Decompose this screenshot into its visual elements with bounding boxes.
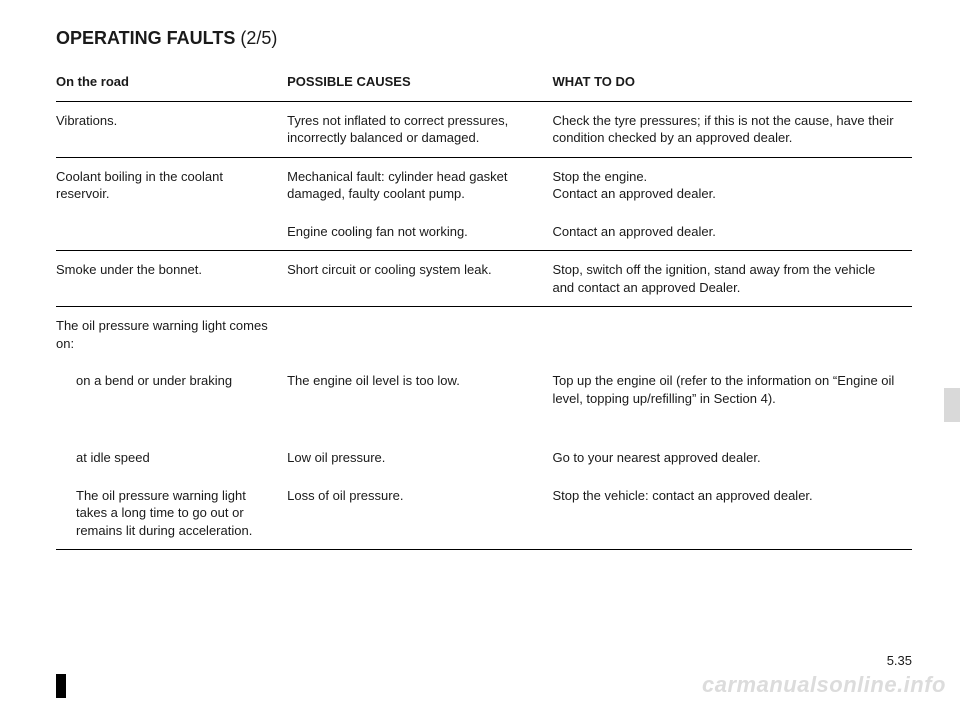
divider	[56, 549, 912, 550]
fault-problem: The oil pressure warning light comes on:	[56, 307, 287, 363]
table-row: The oil pressure warning light comes on:	[56, 307, 912, 363]
table-header-row: On the road POSSIBLE CAUSES WHAT TO DO	[56, 67, 912, 101]
faults-table: On the road POSSIBLE CAUSES WHAT TO DO V…	[56, 67, 912, 550]
fault-action	[552, 307, 912, 363]
header-causes: POSSIBLE CAUSES	[287, 67, 552, 101]
fault-problem: Smoke under the bonnet.	[56, 251, 287, 307]
fault-cause: Low oil pressure.	[287, 439, 552, 477]
table-row: Engine cooling fan not working. Contact …	[56, 213, 912, 251]
fault-cause: Short circuit or cooling system leak.	[287, 251, 552, 307]
fault-problem: Coolant boiling in the coolant reservoir…	[56, 157, 287, 213]
fault-problem: The oil pressure warning light takes a l…	[56, 477, 287, 550]
fault-cause: Loss of oil pressure.	[287, 477, 552, 550]
fault-problem: on a bend or under braking	[56, 362, 287, 417]
table-row: Vibrations. Tyres not inflated to correc…	[56, 101, 912, 157]
fault-cause: The engine oil level is too low.	[287, 362, 552, 417]
page-number: 5.35	[887, 653, 912, 668]
footer-marker	[56, 674, 66, 698]
fault-action: Top up the engine oil (refer to the info…	[552, 362, 912, 417]
table-row: Smoke under the bonnet. Short circuit or…	[56, 251, 912, 307]
table-row: at idle speed Low oil pressure. Go to yo…	[56, 439, 912, 477]
fault-action: Contact an approved dealer.	[552, 213, 912, 251]
fault-action: Go to your nearest approved dealer.	[552, 439, 912, 477]
fault-action: Stop the vehicle: contact an approved de…	[552, 477, 912, 550]
fault-cause	[287, 307, 552, 363]
fault-cause: Tyres not inflated to correct pressures,…	[287, 101, 552, 157]
spacer	[56, 418, 912, 440]
fault-action: Stop the engine. Contact an approved dea…	[552, 157, 912, 213]
title-main: OPERATING FAULTS	[56, 28, 235, 48]
title-part: (2/5)	[240, 28, 277, 48]
table-row: Coolant boiling in the coolant reservoir…	[56, 157, 912, 213]
table-row: The oil pressure warning light takes a l…	[56, 477, 912, 550]
header-problem: On the road	[56, 67, 287, 101]
fault-problem: Vibrations.	[56, 101, 287, 157]
table-row: on a bend or under braking The engine oi…	[56, 362, 912, 417]
fault-action: Check the tyre pressures; if this is not…	[552, 101, 912, 157]
fault-action: Stop, switch off the ignition, stand awa…	[552, 251, 912, 307]
fault-problem	[56, 213, 287, 251]
fault-problem: at idle speed	[56, 439, 287, 477]
fault-cause: Engine cooling fan not working.	[287, 213, 552, 251]
watermark: carmanualsonline.info	[702, 672, 946, 698]
header-action: WHAT TO DO	[552, 67, 912, 101]
fault-cause: Mechanical fault: cylinder head gasket d…	[287, 157, 552, 213]
section-tab	[944, 388, 960, 422]
page-title: OPERATING FAULTS (2/5)	[56, 28, 912, 49]
